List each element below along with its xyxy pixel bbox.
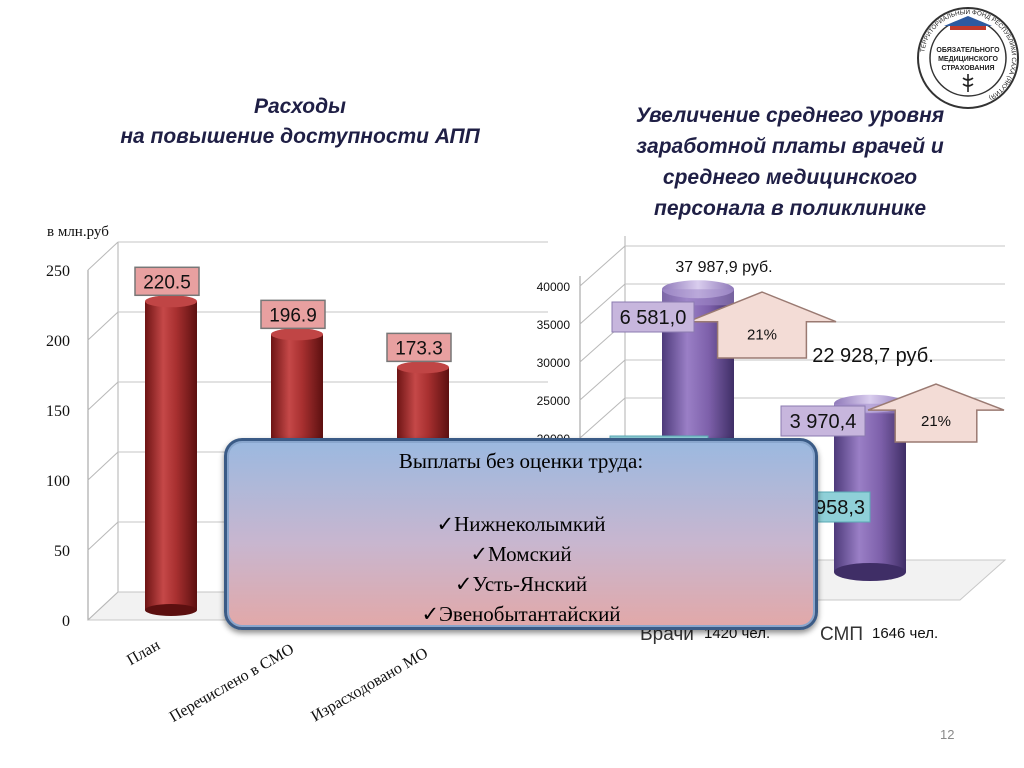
left-data-label-box <box>386 332 452 363</box>
left-chart-category-label: План <box>124 637 163 670</box>
left-data-label-box <box>260 299 326 330</box>
right-chart-y-tick-label: 40000 <box>537 280 571 294</box>
right-chart-gridline <box>579 397 626 439</box>
left-chart-y-tick-label: 0 <box>62 613 70 630</box>
left-chart-y-tick-label: 250 <box>46 263 70 280</box>
right-increase-label-box <box>780 405 866 437</box>
right-category-label: СМП <box>820 624 863 645</box>
growth-arrow-shape <box>687 291 837 359</box>
growth-arrow-icon: 21% <box>687 291 837 359</box>
left-chart-gridline <box>87 521 119 551</box>
left-chart-data-label: 220.5 <box>134 266 200 297</box>
growth-arrow-label: 21% <box>921 413 951 430</box>
right-total-label: 22 928,7 руб. <box>812 345 934 367</box>
right-increase-label-text: 3 970,4 <box>790 411 857 433</box>
right-chart-y-tick-label: 30000 <box>537 356 571 370</box>
callout-title: Выплаты без оценки труда: <box>398 449 644 473</box>
right-increase-label: 3 970,4 <box>780 405 866 437</box>
logo-line2: МЕДИЦИНСКОГО <box>938 56 998 63</box>
left-chart-value-labels: 220.5 196.9 173.3 <box>134 266 452 363</box>
growth-arrow-icon: 21% <box>867 383 1005 443</box>
left-bar-body <box>145 301 197 610</box>
callout-list: ✓Нижнеколымкий ✓Момский ✓Усть-Янский ✓Эв… <box>227 509 815 629</box>
left-bar-top <box>271 328 323 341</box>
growth-arrow-label: 21% <box>747 327 777 344</box>
right-chart-y-ticks: 2000025000300003500040000 <box>537 280 571 446</box>
right-title-line3: среднего медицинского <box>662 166 918 189</box>
foundation-logo: ТЕРРИТОРИАЛЬНЫЙ ФОНД РЕСПУБЛИКИ САХА (ЯК… <box>917 7 1019 109</box>
check-icon: ✓ <box>454 572 473 596</box>
left-chart-data-label: 196.9 <box>260 299 326 330</box>
left-chart-bar <box>145 295 197 616</box>
left-data-label-text: 220.5 <box>143 272 191 293</box>
check-icon: ✓ <box>421 602 440 626</box>
callout-item: ✓Момский <box>470 542 572 566</box>
left-chart-categories: План Перечислено в СМО Израсходовано МО <box>124 637 431 726</box>
right-title-line4: персонала в поликлинике <box>654 197 926 220</box>
left-chart-y-tick-label: 50 <box>54 543 70 560</box>
left-chart-gridline <box>87 451 119 481</box>
left-bar-bottom <box>145 604 197 616</box>
left-title-line1: Расходы <box>254 95 346 118</box>
left-chart-gridline <box>87 381 119 411</box>
check-icon: ✓ <box>436 512 455 536</box>
check-icon: ✓ <box>470 542 489 566</box>
right-chart-title: Увеличение среднего уровня заработной пл… <box>585 100 995 224</box>
left-chart-y-ticks: 0 50 100 150 200 250 <box>46 263 70 630</box>
callout-item: ✓Нижнеколымкий <box>436 512 606 536</box>
callout-item: ✓Эвенобытантайский <box>421 602 621 626</box>
right-chart-growth-arrows: 21% 21% <box>687 291 1005 443</box>
left-title-line2: на повышение доступности АПП <box>120 125 480 148</box>
left-chart-category-label: Перечислено в СМО <box>167 641 297 726</box>
left-bar-top <box>397 361 449 374</box>
left-unit-label: в млн.руб <box>47 224 109 240</box>
right-title-line1: Увеличение среднего уровня <box>635 104 945 127</box>
right-chart-gridline <box>579 283 626 325</box>
logo-line3: СТРАХОВАНИЯ <box>941 65 994 72</box>
right-bar-increase-segment <box>662 289 734 306</box>
left-chart-y-tick-label: 200 <box>46 333 70 350</box>
callout-item: ✓Усть-Янский <box>454 572 588 596</box>
unevaluated-payments-callout: Выплаты без оценки труда: ✓Нижнеколымкий… <box>224 438 818 630</box>
left-bar-chart: 0 50 100 150 200 250 220.5 196.9 173.3 План Пере… <box>46 241 550 726</box>
left-chart-y-tick-label: 100 <box>46 473 70 490</box>
right-chart-y-tick-label: 35000 <box>537 318 571 332</box>
right-bar-bottom <box>834 563 906 581</box>
left-chart-gridline <box>87 241 119 271</box>
page-number: 12 <box>940 727 955 742</box>
right-increase-label-box <box>611 301 695 333</box>
right-title-line2: заработной платы врачей и <box>636 135 944 158</box>
right-increase-label: 6 581,0 <box>611 301 695 333</box>
left-data-label-text: 196.9 <box>269 305 317 326</box>
right-increase-label-text: 6 581,0 <box>620 307 687 329</box>
left-chart-gridline <box>87 311 119 341</box>
logo-line1: ОБЯЗАТЕЛЬНОГО <box>936 47 1000 54</box>
right-chart-gridline <box>579 359 626 401</box>
left-chart-category-label: Израсходовано МО <box>308 645 431 726</box>
right-total-label: 37 987,9 руб. <box>675 259 772 276</box>
left-bar-top <box>145 295 197 308</box>
right-chart-gridline <box>579 245 626 287</box>
right-base-label-text: 958,3 <box>815 497 865 519</box>
left-data-label-box <box>134 266 200 297</box>
left-chart-title: Расходы на повышение доступности АПП <box>40 92 560 152</box>
right-category-count: 1646 чел. <box>872 625 938 642</box>
left-chart-gridline <box>87 591 119 621</box>
left-chart-data-label: 173.3 <box>386 332 452 363</box>
right-chart-y-tick-label: 25000 <box>537 394 571 408</box>
left-data-label-text: 173.3 <box>395 338 443 359</box>
left-chart-y-tick-label: 150 <box>46 403 70 420</box>
growth-arrow-shape <box>867 383 1005 443</box>
